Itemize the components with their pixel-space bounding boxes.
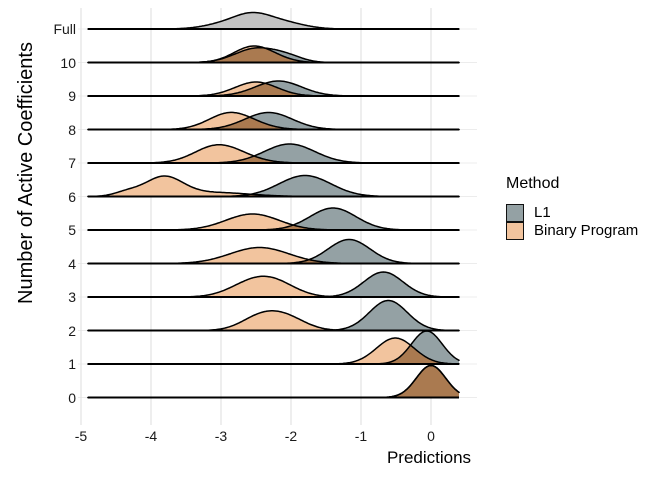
x-axis-title: Predictions	[386, 448, 472, 467]
density-fill	[88, 276, 459, 297]
binary-program-color-swatch	[506, 222, 524, 240]
legend-item-l1: L1	[506, 204, 638, 222]
legend-title: Method	[506, 175, 560, 192]
density-fill	[88, 300, 459, 331]
y-tick-label: 4	[68, 255, 76, 272]
x-tick-label: -1	[354, 428, 368, 444]
density-fill	[88, 338, 459, 364]
density-overlap-fill	[88, 47, 459, 63]
density-fill	[88, 247, 459, 264]
density-outline	[87, 364, 460, 399]
density-fill	[88, 112, 459, 130]
y-tick-label: 1	[68, 356, 76, 372]
density-fill	[88, 208, 459, 230]
density-outline	[87, 310, 460, 332]
y-tick-label: 2	[68, 322, 76, 339]
y-tick-label: 7	[68, 155, 76, 171]
density-fill	[88, 176, 459, 197]
density-fill	[88, 175, 459, 197]
density-fill	[88, 310, 459, 331]
density-overlap-fill	[88, 365, 459, 398]
x-tick-label: 0	[427, 428, 435, 444]
y-axis-title: Number of Active Coefficients	[15, 42, 37, 304]
density-overlap-fill	[88, 345, 459, 364]
legend: Method L1 Binary Program	[506, 175, 638, 240]
density-outline	[87, 143, 460, 164]
y-tick-label: 3	[68, 289, 76, 305]
density-outline	[87, 11, 460, 30]
density-outline	[87, 81, 460, 97]
x-tick-label: -2	[284, 428, 298, 444]
density-fill	[88, 214, 459, 230]
density-outline	[87, 111, 460, 131]
y-tick-label: 9	[68, 88, 76, 104]
y-tick-label: 0	[68, 389, 76, 406]
y-tick-label: 5	[68, 222, 76, 238]
y-tick-label: Full	[53, 21, 76, 37]
density-outline	[87, 246, 460, 265]
legend-item-binary-program-label: Binary Program	[534, 222, 639, 239]
x-tick-label: -4	[144, 428, 158, 444]
density-overlap-fill	[88, 83, 459, 96]
density-fill	[88, 12, 459, 29]
x-tick-label: -3	[214, 428, 228, 444]
density-outline	[87, 45, 460, 64]
y-tick-label: 10	[60, 54, 76, 71]
legend-item-l1-label: L1	[534, 204, 551, 221]
density-outline	[87, 213, 460, 231]
y-tick-label: 8	[68, 121, 76, 138]
legend-item-binary-program: Binary Program	[506, 222, 638, 240]
density-overlap-fill	[88, 117, 459, 130]
density-fill	[88, 272, 459, 297]
l1-color-swatch	[506, 204, 524, 222]
y-tick-label: 6	[68, 188, 76, 205]
density-fill	[88, 239, 459, 264]
density-fill	[88, 144, 459, 163]
x-tick-label: -5	[74, 428, 88, 444]
density-outline	[87, 175, 460, 198]
density-outline	[87, 275, 460, 298]
density-outline	[87, 337, 460, 365]
